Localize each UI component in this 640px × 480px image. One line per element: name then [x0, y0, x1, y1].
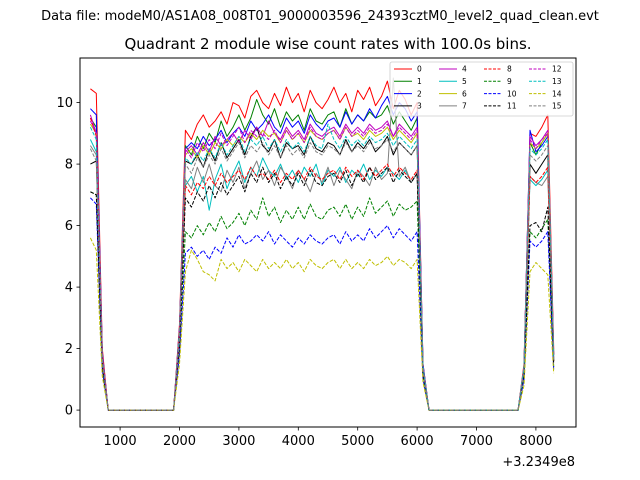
legend-label-1: 1	[417, 77, 422, 86]
chart-title: Quadrant 2 module wise count rates with …	[124, 35, 531, 53]
x-axis: 1000 2000 3000 4000 5000 6000 7000 8000	[104, 427, 552, 449]
legend-label-3: 3	[417, 102, 422, 111]
legend-label-9: 9	[507, 77, 512, 86]
legend-label-10: 10	[507, 89, 517, 98]
legend-label-12: 12	[552, 65, 562, 74]
legend-label-2: 2	[417, 89, 422, 98]
legend-label-11: 11	[507, 102, 517, 111]
legend-label-5: 5	[462, 77, 467, 86]
y-axis: 0 2 4 6 8 10	[56, 96, 80, 419]
x-tick-label: 5000	[341, 434, 374, 449]
y-tick-label: 6	[65, 219, 73, 234]
x-offset-text: +3.2349e8	[502, 455, 575, 470]
series-layer	[89, 77, 555, 411]
legend-label-6: 6	[462, 89, 467, 98]
x-tick-label: 2000	[163, 434, 196, 449]
figure-suptitle: Data file: modeM0/AS1A08_008T01_90000035…	[41, 9, 599, 24]
legend-frame	[389, 61, 574, 117]
y-tick-label: 2	[65, 342, 73, 357]
y-tick-label: 0	[65, 404, 73, 419]
legend-label-0: 0	[417, 65, 422, 74]
x-tick-label: 4000	[282, 434, 315, 449]
y-tick-label: 4	[65, 281, 73, 296]
y-tick-label: 10	[56, 96, 73, 111]
x-tick-label: 7000	[460, 434, 493, 449]
legend-label-15: 15	[552, 102, 562, 111]
legend-label-4: 4	[462, 65, 467, 74]
y-tick-label: 8	[65, 158, 73, 173]
axes-frame	[79, 57, 577, 428]
series-line-14	[89, 237, 555, 411]
series-line-15	[89, 139, 555, 411]
legend-label-7: 7	[462, 102, 467, 111]
x-tick-label: 1000	[104, 434, 137, 449]
legend-label-13: 13	[552, 77, 562, 86]
plot-area	[79, 57, 577, 428]
x-tick-label: 8000	[519, 434, 552, 449]
x-tick-label: 3000	[222, 434, 255, 449]
legend-label-8: 8	[507, 65, 512, 74]
x-tick-label: 6000	[401, 434, 434, 449]
legend-label-14: 14	[552, 89, 562, 98]
